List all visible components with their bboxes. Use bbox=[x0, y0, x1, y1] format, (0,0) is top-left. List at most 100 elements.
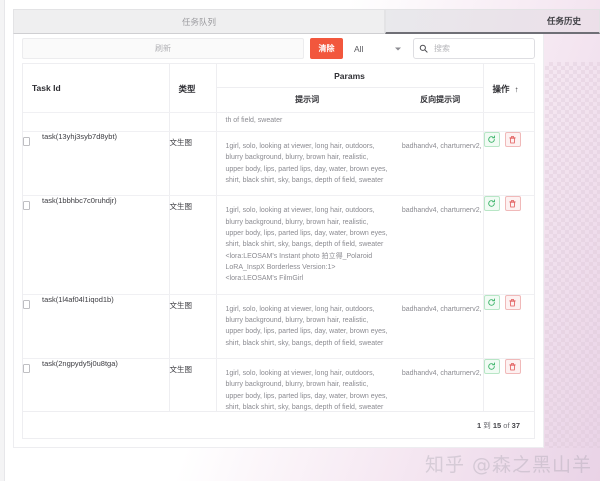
column-header-action[interactable]: 操作 ↑ bbox=[483, 64, 535, 113]
tab-bar: 任务队列 任务历史 bbox=[13, 9, 600, 34]
cell-action bbox=[483, 112, 534, 132]
task-id-text: task(2ngpydy5j0u8tga) bbox=[42, 358, 118, 368]
task-id-cell: task(13yhj3syb7d8ybt) bbox=[23, 132, 169, 151]
params-cell: 1girl, solo, looking at viewer, long hai… bbox=[217, 196, 483, 293]
column-header-type-label: 类型 bbox=[178, 84, 196, 94]
negative-prompt-text: badhandv4, charturnerv2, co bbox=[401, 369, 483, 377]
column-header-type[interactable]: 类型 bbox=[169, 64, 217, 113]
column-header-prompt[interactable]: 提示词 bbox=[295, 95, 320, 104]
cell-params: 1girl, solo, looking at viewer, long hai… bbox=[216, 131, 484, 197]
column-header-task-id[interactable]: Task Id bbox=[23, 64, 170, 113]
delete-task-button[interactable] bbox=[504, 294, 521, 310]
cell-action bbox=[483, 358, 535, 418]
retry-task-button[interactable] bbox=[483, 294, 500, 310]
cell-task-id: task(2ngpydy5j0u8tga) bbox=[23, 358, 170, 418]
cell-type: 文生图 bbox=[169, 195, 217, 295]
table-row[interactable]: task(13yhj3syb7d8ybt) 文生图 1girl, solo, l… bbox=[23, 131, 535, 197]
task-id-cell: task(1l4af04l1iqod1b) bbox=[23, 295, 169, 314]
cell-action bbox=[483, 131, 535, 197]
action-buttons bbox=[483, 132, 535, 147]
search-icon bbox=[419, 44, 428, 53]
task-table: Task Id 类型 Params 提示词 反向提示词 bbox=[23, 64, 535, 418]
table-row[interactable]: task(2ngpydy5j0u8tga) 文生图 1girl, solo, l… bbox=[23, 358, 535, 418]
table-row[interactable]: task(1bbhbc7c0ruhdjr) 文生图 1girl, solo, l… bbox=[23, 195, 535, 295]
params-cell: 1girl, solo, looking at viewer, long hai… bbox=[217, 359, 483, 418]
tab-task-history-label: 任务历史 bbox=[546, 16, 581, 26]
cell-task-id bbox=[23, 112, 170, 132]
file-icon bbox=[23, 197, 30, 215]
column-header-params-label: Params bbox=[216, 64, 483, 88]
status-filter-value: All bbox=[354, 43, 364, 54]
pager-separator: 到 bbox=[483, 420, 491, 430]
pager-of-label: of bbox=[503, 420, 510, 430]
delete-task-button[interactable] bbox=[504, 358, 521, 374]
prompt-text: th of field, sweater bbox=[225, 117, 283, 124]
type-text: 文生图 bbox=[169, 364, 193, 374]
column-header-task-id-label: Task Id bbox=[32, 83, 61, 93]
params-cell: th of field, sweater bbox=[217, 113, 483, 131]
table-footer: 1 到 15 of 37 bbox=[22, 411, 535, 439]
chevron-down-icon bbox=[395, 47, 401, 50]
cell-params: 1girl, solo, looking at viewer, long hai… bbox=[216, 195, 484, 295]
file-icon bbox=[23, 296, 30, 314]
tab-task-history[interactable]: 任务历史 bbox=[385, 9, 600, 34]
action-buttons bbox=[483, 358, 535, 374]
cell-type: 文生图 bbox=[169, 131, 217, 197]
status-filter-select[interactable]: All bbox=[349, 38, 407, 59]
column-header-negative-prompt[interactable]: 反向提示词 bbox=[420, 95, 461, 104]
clear-button-label: 清除 bbox=[318, 44, 335, 53]
delete-task-button[interactable] bbox=[504, 132, 521, 147]
type-text: 文生图 bbox=[169, 138, 193, 147]
table-row[interactable]: task(1l4af04l1iqod1b) 文生图 1girl, solo, l… bbox=[23, 294, 535, 359]
task-table-head: Task Id 类型 Params 提示词 反向提示词 bbox=[23, 64, 535, 113]
action-buttons bbox=[483, 196, 535, 212]
search-input[interactable] bbox=[432, 43, 529, 54]
pager-total: 37 bbox=[511, 420, 520, 430]
task-table-container[interactable]: Task Id 类型 Params 提示词 反向提示词 bbox=[22, 63, 535, 418]
refresh-icon bbox=[488, 298, 495, 306]
sort-ascending-icon: ↑ bbox=[514, 85, 519, 94]
transparency-checkerboard bbox=[545, 62, 600, 448]
tab-task-queue-label: 任务队列 bbox=[181, 16, 216, 27]
task-id-text: task(1l4af04l1iqod1b) bbox=[42, 294, 114, 304]
clear-button[interactable]: 清除 bbox=[310, 38, 343, 59]
trash-icon bbox=[509, 136, 516, 144]
negative-prompt-text: badhandv4, charturnerv2, co bbox=[401, 207, 483, 215]
params-cell: 1girl, solo, looking at viewer, long hai… bbox=[217, 132, 483, 195]
cell-task-id: task(13yhj3syb7d8ybt) bbox=[23, 131, 170, 197]
delete-task-button[interactable] bbox=[504, 196, 521, 212]
file-icon bbox=[23, 360, 30, 378]
column-header-params: Params 提示词 反向提示词 bbox=[216, 64, 484, 113]
refresh-icon bbox=[488, 199, 495, 208]
cell-task-id: task(1l4af04l1iqod1b) bbox=[23, 294, 170, 359]
action-buttons bbox=[483, 294, 535, 310]
prompt-text: 1girl, solo, looking at viewer, long hai… bbox=[225, 143, 388, 184]
refresh-button-label: 刷新 bbox=[155, 44, 171, 53]
cell-task-id: task(1bbhbc7c0ruhdjr) bbox=[23, 195, 170, 295]
params-subheader-row: 提示词 反向提示词 bbox=[217, 88, 483, 112]
retry-task-button[interactable] bbox=[483, 358, 500, 374]
cell-action bbox=[483, 294, 535, 359]
refresh-icon bbox=[488, 362, 495, 370]
task-id-text: task(13yhj3syb7d8ybt) bbox=[42, 132, 118, 141]
watermark-text: 知乎 @森之黑山羊 bbox=[424, 454, 592, 476]
prompt-text: 1girl, solo, looking at viewer, long hai… bbox=[225, 207, 388, 283]
prompt-text: 1girl, solo, looking at viewer, long hai… bbox=[225, 369, 388, 418]
retry-task-button[interactable] bbox=[483, 196, 500, 212]
cell-type bbox=[169, 112, 217, 132]
pager-to: 15 bbox=[492, 420, 502, 430]
negative-prompt-text: badhandv4, charturnerv2, co bbox=[401, 305, 483, 313]
tab-task-queue[interactable]: 任务队列 bbox=[13, 9, 385, 34]
column-header-action-label: 操作 ↑ bbox=[484, 64, 535, 103]
retry-task-button[interactable] bbox=[483, 132, 500, 147]
search-box[interactable] bbox=[413, 38, 535, 59]
task-history-panel: 刷新 清除 All bbox=[13, 34, 544, 448]
cell-type: 文生图 bbox=[169, 358, 217, 418]
table-row-partial[interactable]: th of field, sweater bbox=[23, 112, 534, 132]
table-header-row: Task Id 类型 Params 提示词 反向提示词 bbox=[23, 64, 535, 113]
task-id-text: task(1bbhbc7c0ruhdjr) bbox=[42, 196, 117, 206]
refresh-icon bbox=[488, 135, 495, 143]
refresh-button[interactable]: 刷新 bbox=[22, 38, 304, 59]
task-id-cell: task(1bbhbc7c0ruhdjr) bbox=[23, 196, 169, 215]
